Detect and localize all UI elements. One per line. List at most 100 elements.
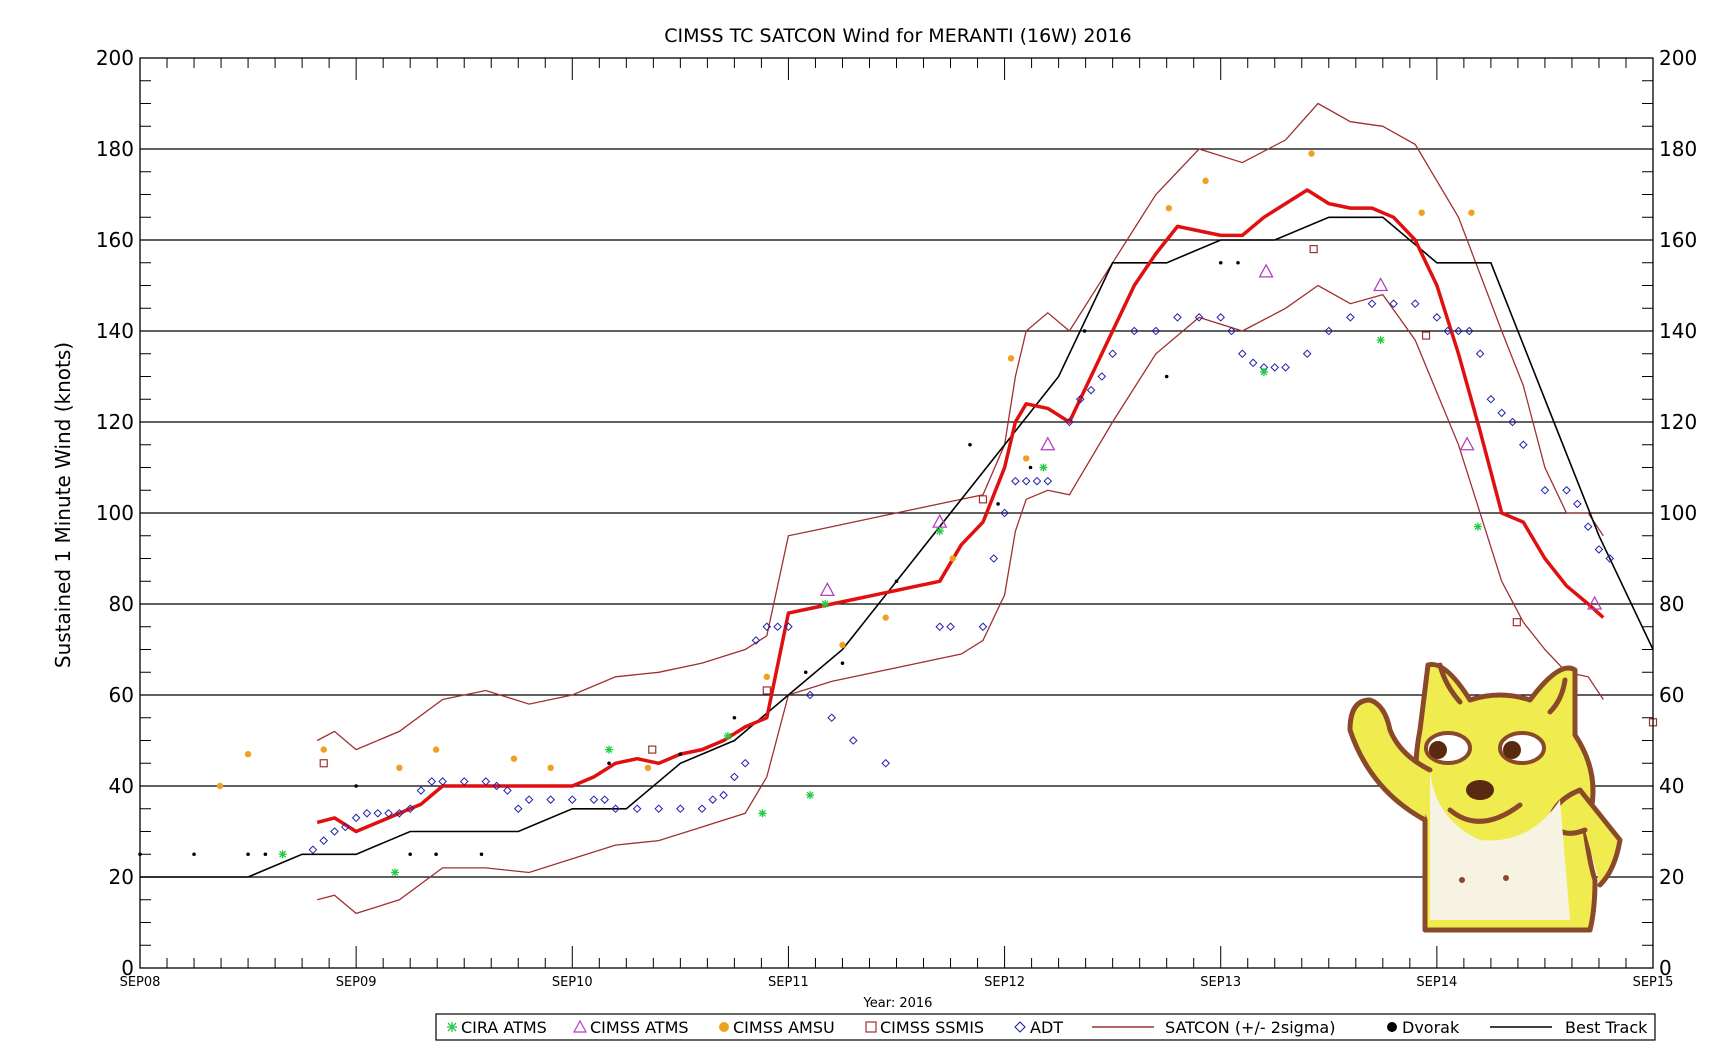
x-tick-label: SEP10 <box>552 975 593 990</box>
y-axis-label: Sustained 1 Minute Wind (knots) <box>51 342 75 668</box>
cimss-ssmis-marker <box>1309 245 1318 254</box>
cimss-amsu-marker <box>320 746 327 753</box>
legend-cimss-ssmis-icon <box>865 1021 877 1033</box>
adt-marker <box>1248 358 1258 368</box>
adt-marker <box>654 804 664 814</box>
cira-atms-marker <box>605 745 614 754</box>
adt-marker <box>1583 522 1593 531</box>
dvorak-marker <box>1236 260 1240 265</box>
y-tick-label-right: 140 <box>1659 319 1697 343</box>
cira-atms-marker <box>723 731 732 740</box>
adt-marker <box>1324 326 1334 336</box>
y-tick-label-left: 0 <box>121 956 134 980</box>
y-tick-label-left: 140 <box>96 319 134 343</box>
dvorak-marker <box>840 661 845 665</box>
y-tick-label-left: 80 <box>109 592 134 616</box>
adt-marker <box>827 713 836 723</box>
cira-atms-marker <box>758 809 767 818</box>
cimss-atms-marker <box>1587 595 1603 610</box>
dvorak-marker <box>996 502 1000 506</box>
y-tick-label-left: 180 <box>96 137 134 161</box>
x-tick-label: SEP15 <box>1633 975 1674 990</box>
dvorak-marker <box>479 852 484 857</box>
adt-marker <box>751 636 761 645</box>
cimss-amsu-marker <box>1022 455 1030 462</box>
adt-marker <box>1281 363 1290 372</box>
adt-marker <box>1367 299 1377 309</box>
adt-marker <box>438 777 447 786</box>
cimss-amsu-marker <box>1308 150 1315 157</box>
x-tick-label: SEP09 <box>336 975 377 990</box>
x-tick-label: SEP14 <box>1416 975 1457 990</box>
adt-marker <box>1075 394 1085 404</box>
legend-label: ADT <box>1030 1018 1063 1037</box>
adt-marker <box>762 622 772 632</box>
legend-label: CIRA ATMS <box>461 1018 547 1037</box>
adt-marker <box>1573 499 1582 509</box>
series-lines <box>140 188 1654 878</box>
cimss-amsu-marker <box>1202 177 1209 185</box>
adt-marker <box>1486 394 1496 404</box>
y-tick-label-left: 160 <box>96 228 134 252</box>
adt-marker <box>1108 349 1117 359</box>
dvorak-marker <box>434 852 438 857</box>
adt-marker <box>459 777 469 786</box>
legend-box <box>435 1013 1656 1041</box>
y-tick-label-left: 100 <box>96 501 134 525</box>
adt-marker <box>351 813 361 823</box>
x-axis-label: Year: 2016 <box>863 996 933 1011</box>
adt-marker <box>1173 313 1182 322</box>
adt-marker <box>1227 326 1236 336</box>
adt-marker <box>632 804 642 814</box>
dvorak-marker <box>968 442 972 447</box>
adt-marker <box>1454 326 1463 336</box>
dvorak-marker <box>607 761 611 766</box>
cimss-amsu-marker <box>1418 209 1425 216</box>
adt-marker <box>1086 385 1096 395</box>
adt-marker <box>708 795 718 804</box>
adt-marker <box>546 795 555 804</box>
adt-marker <box>1032 476 1042 486</box>
cimss-atms-marker <box>1459 436 1475 451</box>
adt-marker <box>1389 299 1398 309</box>
cimss-amsu-marker <box>1468 209 1475 216</box>
cimss-atms-marker <box>1258 263 1274 278</box>
adt-marker <box>730 772 739 782</box>
cimss-amsu-marker <box>763 673 771 680</box>
adt-marker <box>319 836 329 845</box>
cimss-amsu-marker <box>244 750 252 758</box>
adt-marker <box>362 808 372 818</box>
adt-marker <box>427 777 437 786</box>
cimss-amsu-marker <box>839 641 846 649</box>
adt-marker <box>1475 349 1485 359</box>
adt-marker <box>1216 313 1226 322</box>
cira-atms-marker <box>1039 463 1048 472</box>
adt-marker <box>524 795 534 804</box>
adt-marker <box>513 804 523 814</box>
adt-marker <box>1021 476 1031 486</box>
legend-dvorak-icon <box>1387 1022 1397 1032</box>
adt-marker <box>416 786 426 795</box>
legend-cimss-atms-icon <box>572 1019 588 1033</box>
y-tick-label-right: 20 <box>1659 865 1684 889</box>
adt-marker <box>1519 440 1528 450</box>
dvorak-marker <box>1218 260 1223 265</box>
cira-atms-marker <box>935 527 944 536</box>
adt-marker <box>1605 554 1615 563</box>
satcon-upper-line <box>316 102 1604 751</box>
x-tick-label: SEP13 <box>1200 975 1241 990</box>
cimss-ssmis-marker <box>1421 331 1431 340</box>
cira-atms-marker <box>1376 336 1385 345</box>
legend-label: Dvorak <box>1402 1018 1460 1037</box>
adt-marker <box>1065 417 1074 427</box>
cira-atms-marker <box>278 850 287 859</box>
satcon-band <box>316 102 1604 915</box>
legend: CIRA ATMS CIMSS ATMS CIMSS AMSU CIMSS SSMIS… <box>435 1013 1656 1041</box>
adt-marker <box>1540 485 1550 495</box>
chart-title: CIMSS TC SATCON Wind for MERANTI (16W) 2… <box>664 25 1132 47</box>
adt-marker <box>1151 326 1161 336</box>
cimss-amsu-marker <box>882 614 889 621</box>
cira-atms-marker <box>391 868 400 877</box>
adt-marker <box>1097 372 1107 381</box>
cira-atms-marker <box>1259 367 1268 376</box>
